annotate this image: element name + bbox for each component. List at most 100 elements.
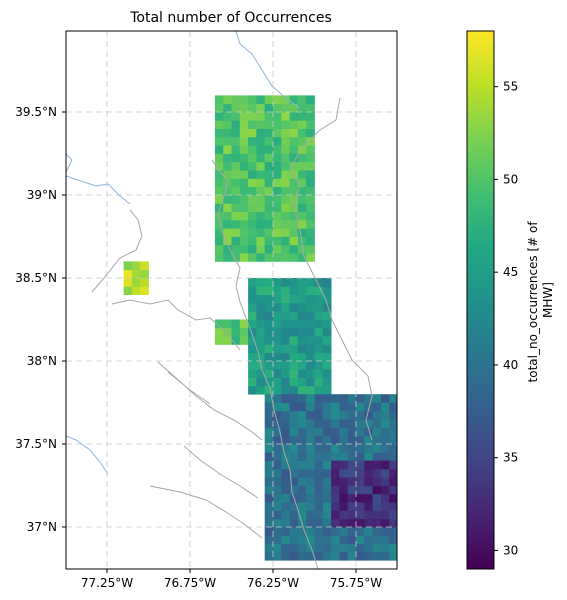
heatmap-cell xyxy=(239,319,249,329)
heatmap-cell xyxy=(398,477,407,486)
heatmap-cell xyxy=(264,120,274,129)
heatmap-cell xyxy=(347,427,357,437)
heatmap-cell xyxy=(248,244,257,254)
heatmap-cell xyxy=(331,485,340,495)
heatmap-cell xyxy=(273,510,282,520)
colorbar-tick-label: 55 xyxy=(503,80,518,94)
heatmap-cell xyxy=(248,195,257,204)
heatmap-cell xyxy=(256,253,266,262)
heatmap-cell xyxy=(297,244,307,254)
heatmap-cell xyxy=(264,186,274,196)
heatmap-cell xyxy=(372,477,382,486)
heatmap-cell xyxy=(372,510,382,520)
heatmap-cell xyxy=(314,435,324,445)
heatmap-cell xyxy=(248,112,257,121)
heatmap-cell xyxy=(380,502,390,511)
heatmap-cell xyxy=(389,551,397,561)
heatmap-cell xyxy=(281,95,290,105)
heatmap-cell xyxy=(264,502,274,511)
heatmap-cell xyxy=(380,485,390,495)
heatmap-cell xyxy=(372,460,382,470)
heatmap-cell xyxy=(414,87,423,96)
heatmap-cell xyxy=(389,460,397,470)
heatmap-cell xyxy=(256,294,266,304)
heatmap-cell xyxy=(264,294,274,304)
heatmap-cell xyxy=(406,510,415,519)
x-tick-label: 76.75°W xyxy=(164,576,216,590)
heatmap-cell xyxy=(380,510,390,520)
heatmap-cell xyxy=(380,527,390,536)
heatmap-cell xyxy=(422,112,431,121)
heatmap-cell xyxy=(306,336,315,345)
heatmap-cell xyxy=(264,302,274,312)
y-tick-label: 38°N xyxy=(27,354,57,368)
heatmap-cell xyxy=(406,486,415,495)
heatmap-cell xyxy=(380,551,390,561)
heatmap-cell xyxy=(256,278,266,287)
heatmap-cell xyxy=(422,87,431,96)
heatmap-cell xyxy=(281,244,290,254)
heatmap-cell xyxy=(322,427,332,437)
heatmap-cell xyxy=(289,385,299,395)
heatmap-cell xyxy=(281,502,290,511)
heatmap-cell xyxy=(356,543,365,553)
heatmap-cell xyxy=(281,161,290,171)
heatmap-cell xyxy=(331,468,340,478)
heatmap-cell xyxy=(314,410,324,420)
y-tick-label: 39.5°N xyxy=(15,105,57,119)
chart-title: Total number of Occurrences xyxy=(129,10,332,26)
heatmap-cell xyxy=(297,444,307,453)
heatmap-cell xyxy=(314,427,324,437)
heatmap-cell xyxy=(289,319,299,329)
heatmap-cell xyxy=(223,253,232,262)
heatmap-cell xyxy=(140,286,149,295)
heatmap-cell xyxy=(273,493,282,503)
heatmap-cell xyxy=(223,327,232,337)
heatmap-cell xyxy=(214,145,224,154)
heatmap-cell xyxy=(314,510,324,520)
heatmap-cell xyxy=(248,153,257,163)
heatmap-cell xyxy=(289,527,299,536)
heatmap-cell xyxy=(231,244,241,254)
heatmap-cell xyxy=(140,278,149,287)
heatmap-cell xyxy=(248,286,257,295)
heatmap-cell xyxy=(372,502,382,511)
heatmap-cell xyxy=(364,427,373,437)
heatmap-cell xyxy=(347,510,357,520)
heatmap-cell xyxy=(248,186,257,196)
heatmap-cell xyxy=(264,377,274,387)
heatmap-cell xyxy=(406,502,415,511)
heatmap-cell xyxy=(306,435,315,445)
heatmap-cell xyxy=(356,394,365,403)
heatmap-cell xyxy=(398,494,407,503)
heatmap-cell xyxy=(273,344,282,354)
heatmap-cell xyxy=(140,269,149,279)
heatmap-cell xyxy=(380,435,390,445)
heatmap-cell xyxy=(214,219,224,229)
heatmap-cell xyxy=(297,294,307,304)
heatmap-cell xyxy=(264,153,274,163)
heatmap-cell xyxy=(297,369,307,378)
heatmap-cell xyxy=(322,518,332,528)
heatmap-cell xyxy=(281,485,290,495)
heatmap-cell xyxy=(264,327,274,337)
heatmap-cell xyxy=(414,104,423,113)
heatmap-cell xyxy=(297,352,307,362)
heatmap-cell xyxy=(414,120,423,129)
heatmap-cell xyxy=(264,95,274,105)
heatmap-cell xyxy=(306,161,315,171)
heatmap-cell xyxy=(314,377,324,387)
heatmap-cell xyxy=(256,161,266,171)
heatmap-cell xyxy=(214,203,224,212)
heatmap-cell xyxy=(406,469,415,478)
heatmap-cell xyxy=(297,327,307,337)
heatmap-cell xyxy=(281,551,290,561)
heatmap-cell xyxy=(331,402,340,412)
heatmap-cell xyxy=(306,203,315,212)
heatmap-cell xyxy=(389,419,397,428)
heatmap-cell xyxy=(214,327,224,337)
heatmap-cell xyxy=(273,145,282,154)
heatmap-cell xyxy=(297,178,307,188)
heatmap-cell xyxy=(431,112,440,121)
heatmap-cell xyxy=(322,336,332,345)
